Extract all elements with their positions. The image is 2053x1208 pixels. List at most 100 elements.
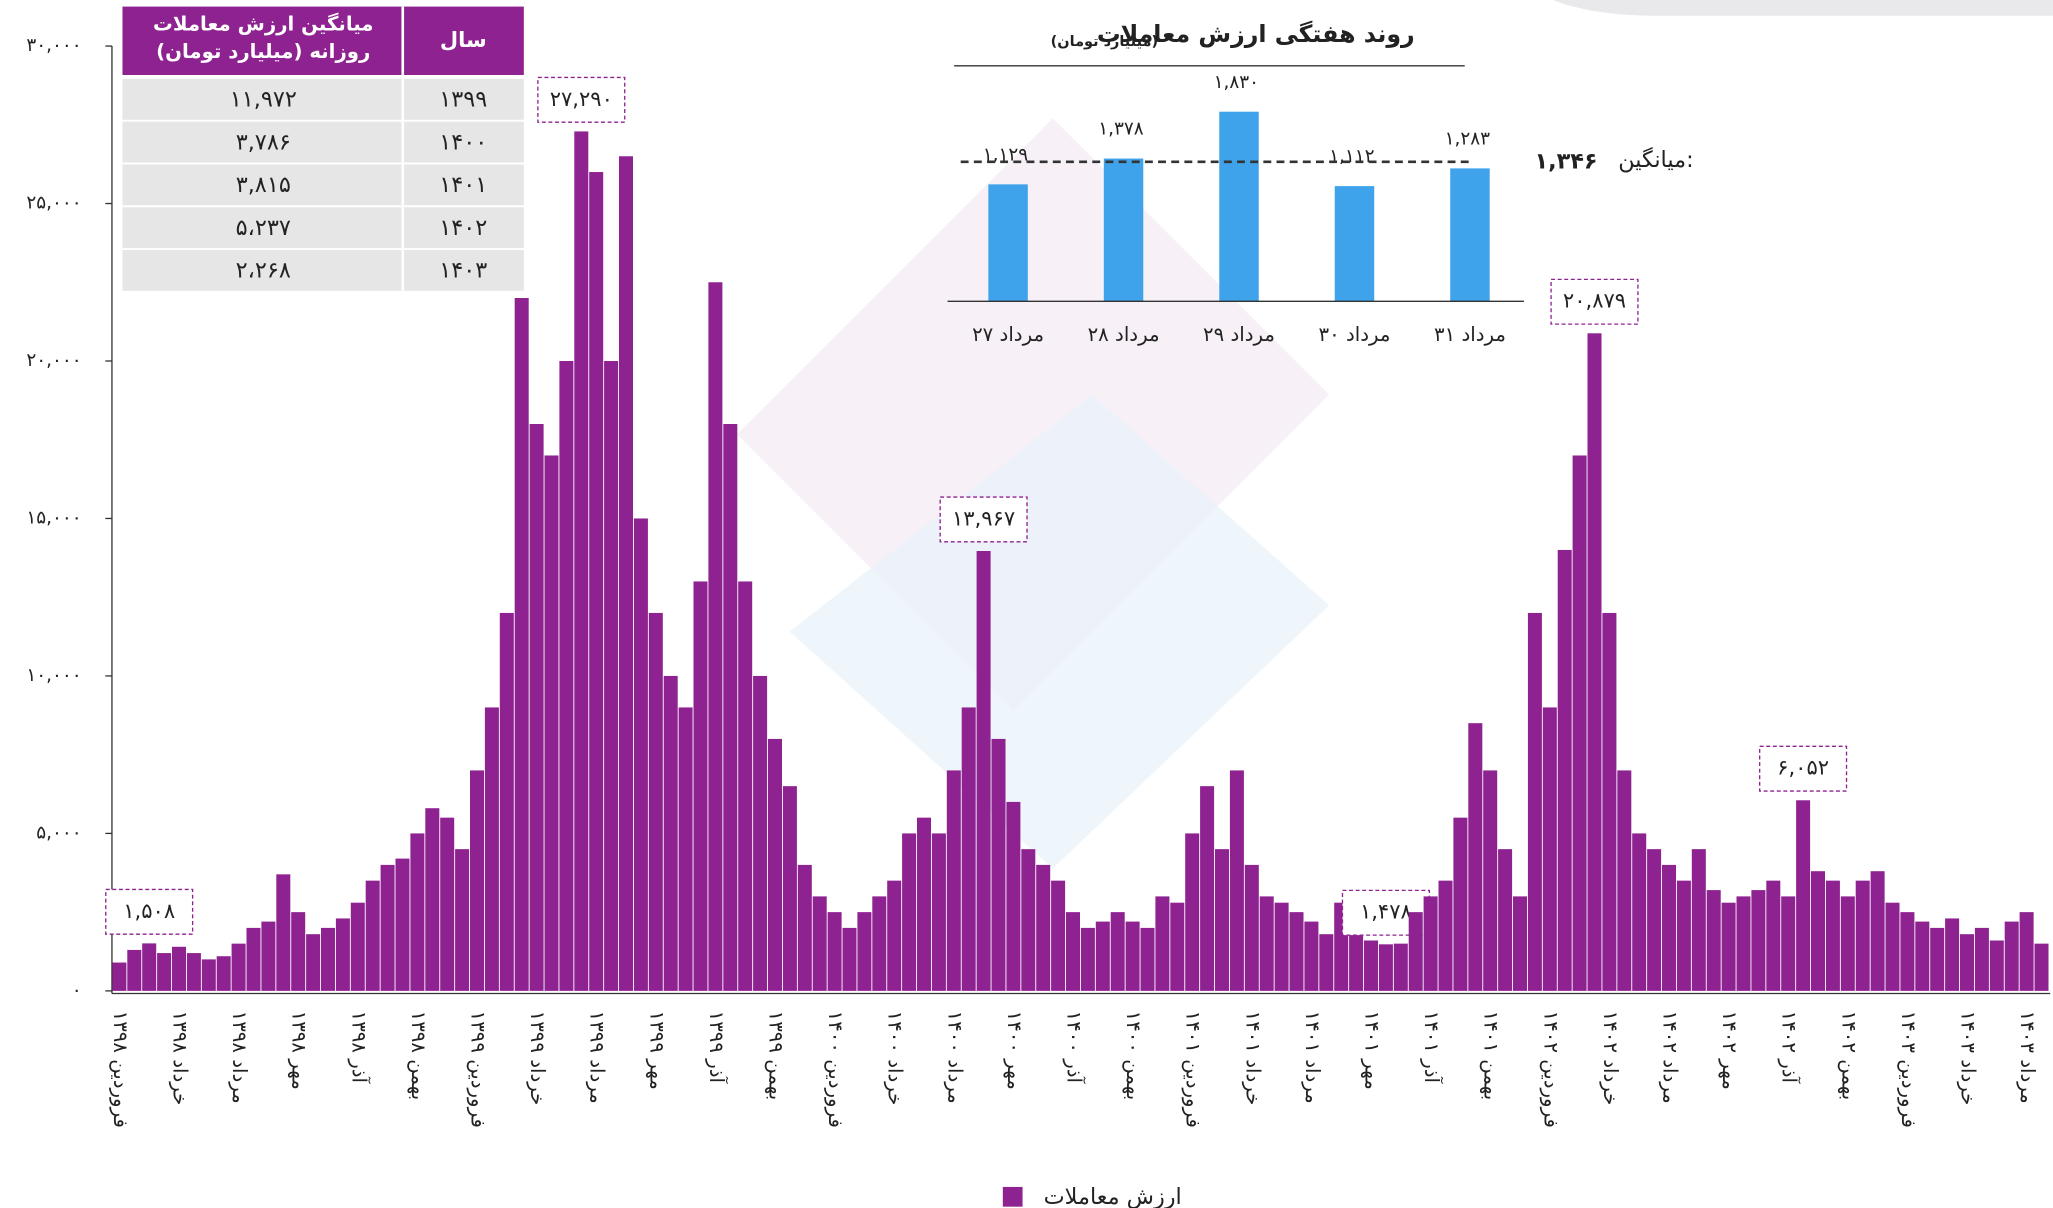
bar <box>946 770 961 991</box>
x-tick-label: فروردین ۱۴۰۰ <box>824 1011 847 1128</box>
bar <box>1274 902 1289 991</box>
legend-label: ارزش معاملات <box>1044 1184 1182 1208</box>
bar <box>1602 612 1617 991</box>
bar <box>1527 612 1542 991</box>
x-tick-label: مرداد ۱۳۹۹ <box>586 1011 609 1104</box>
value-label-box <box>105 888 194 935</box>
bar <box>1676 880 1691 991</box>
bar <box>365 880 380 991</box>
bar <box>1617 770 1632 991</box>
value-label: ۶,۰۵۲ <box>1777 755 1829 780</box>
bar <box>1378 944 1393 991</box>
bar <box>1766 880 1781 991</box>
bar <box>142 943 157 991</box>
inset-title: روند هفتگی ارزش معاملات <box>1097 20 1415 48</box>
bar <box>231 943 246 991</box>
table-cell: ۱۱,۹۷۲ <box>230 87 297 113</box>
bar <box>484 707 499 991</box>
x-tick-label: فروردین ۱۴۰۳ <box>1897 1011 1920 1128</box>
x-tick-label: مرداد ۱۴۰۳ <box>2016 1011 2039 1104</box>
x-tick-label: بهمن ۱۴۰۰ <box>1122 1011 1145 1101</box>
x-tick-label: بهمن ۱۳۹۸ <box>407 1011 430 1101</box>
table-cell: ۱۴۰۲ <box>439 215 487 241</box>
bar <box>1200 786 1215 991</box>
bar <box>2019 912 2034 991</box>
bar <box>916 817 932 991</box>
value-label-box <box>1759 745 1848 792</box>
bar <box>1542 707 1557 991</box>
inset-value-label: ۱,۱۲۹ <box>983 144 1029 165</box>
x-tick-label: فروردین ۱۳۹۸ <box>109 1011 132 1128</box>
average-label: ۱,۳۴۶ <box>1535 148 1598 174</box>
bar <box>261 921 276 991</box>
bar <box>1900 912 1915 991</box>
x-tick-label: مرداد ۱۴۰۰ <box>943 1011 966 1104</box>
bar <box>648 612 663 991</box>
bar <box>395 858 410 991</box>
bar <box>1557 549 1572 991</box>
bar <box>514 298 529 991</box>
bar <box>455 849 470 991</box>
table-row <box>122 78 524 120</box>
value-label-box <box>939 496 1028 543</box>
bar <box>1930 927 1945 991</box>
bar <box>902 833 917 991</box>
bar <box>738 581 753 991</box>
table-cell: ۵،۲۳۷ <box>236 215 291 241</box>
bar <box>723 423 738 991</box>
x-tick-label: فروردین ۱۴۰۱ <box>1182 1011 1205 1128</box>
bar <box>291 912 306 991</box>
bar <box>559 360 574 991</box>
table-header-cell: سال <box>440 27 487 52</box>
bar <box>1289 912 1304 991</box>
table-cell: ۱۴۰۰ <box>439 129 487 155</box>
bar <box>1945 918 1960 991</box>
x-tick-label: مهر ۱۴۰۱ <box>1361 1011 1384 1090</box>
bar <box>1825 880 1840 991</box>
bar <box>127 949 142 991</box>
x-tick-label: آذر ۱۳۹۸ <box>347 1011 371 1085</box>
bar <box>1885 902 1900 991</box>
bar <box>320 927 336 991</box>
x-tick-label: خرداد ۱۴۰۰ <box>884 1011 907 1106</box>
bar <box>1989 940 2004 991</box>
bar <box>872 896 887 991</box>
value-label: ۱۳,۹۶۷ <box>952 505 1015 530</box>
x-tick-label: بهمن ۱۴۰۱ <box>1480 1011 1503 1101</box>
bar <box>1229 770 1244 991</box>
bar <box>708 282 723 991</box>
bar <box>1140 927 1155 991</box>
y-tick-label: ۰ <box>72 980 82 1001</box>
table-cell: ۱۴۰۳ <box>439 258 487 284</box>
bar <box>1423 896 1438 991</box>
bar <box>1811 871 1826 991</box>
bar <box>246 927 261 991</box>
bar <box>186 953 201 991</box>
inset-category: ۳۰ مرداد <box>1319 323 1391 346</box>
bar <box>1632 833 1647 991</box>
bar <box>410 833 425 991</box>
bar <box>842 927 857 991</box>
bar <box>544 455 559 991</box>
bar <box>1095 921 1110 991</box>
value-label: ۱,۵۰۸ <box>123 898 175 923</box>
bar <box>1662 864 1677 991</box>
table-row <box>122 164 524 206</box>
bar <box>1364 940 1379 991</box>
x-tick-label: خرداد ۱۴۰۲ <box>1599 1011 1622 1106</box>
bar <box>1110 912 1125 991</box>
x-tick-label: مهر ۱۳۹۹ <box>645 1011 668 1090</box>
bar <box>1840 896 1855 991</box>
bar <box>1170 902 1185 991</box>
inset-category: ۲۸ مرداد <box>1088 323 1160 346</box>
x-tick-label: مرداد ۱۴۰۲ <box>1659 1011 1682 1104</box>
bar <box>380 864 395 991</box>
x-tick-label: مرداد ۱۴۰۱ <box>1301 1011 1324 1104</box>
bar <box>618 156 634 991</box>
bar <box>1691 849 1706 991</box>
bar <box>1572 455 1587 991</box>
bar <box>1468 723 1483 991</box>
inset-value-label: ۱,۱۱۲ <box>1329 146 1375 167</box>
bar <box>604 360 619 991</box>
